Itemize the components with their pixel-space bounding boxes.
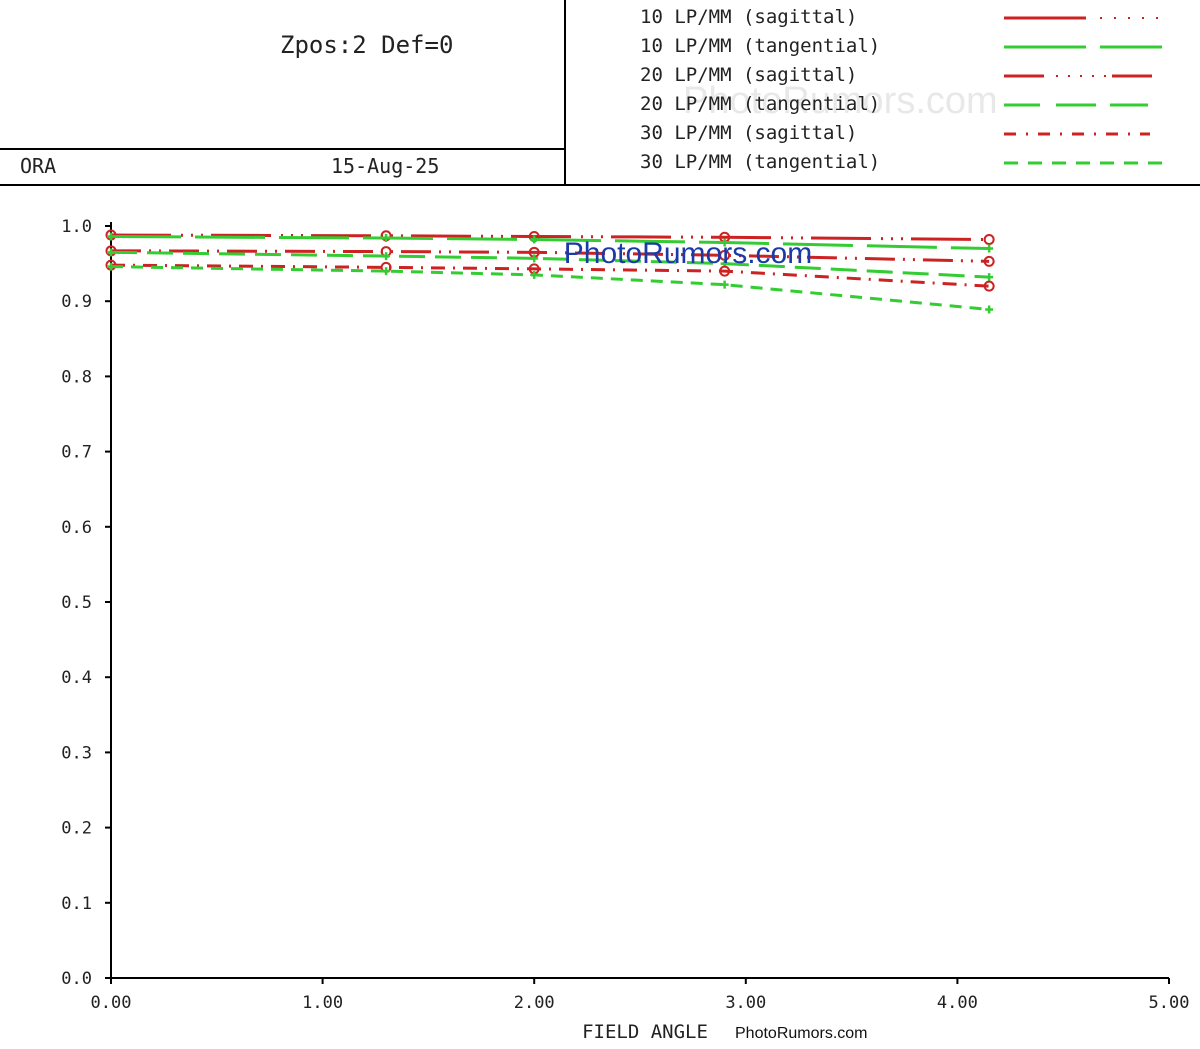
legend-label-20-sagittal: 20 LP/MM (sagittal): [640, 64, 858, 86]
plot-date: 15-Aug-25: [331, 154, 440, 178]
data-point: [382, 267, 391, 276]
chart-axes: 0.0 0.1 0.2 0.3 0.4 0.5 0.6 0.7 0.8 0.9 1.0 0.00 1.0…: [61, 217, 1189, 1013]
data-point: [530, 270, 539, 279]
legend-label-20-tangential: 20 LP/MM (tangential): [640, 93, 881, 115]
data-point: [985, 244, 994, 253]
legend-label-10-tangential: 10 LP/MM (tangential): [640, 35, 881, 57]
data-point: [107, 248, 115, 257]
legend-sample-20-sagittal: [1004, 74, 1152, 78]
chart-series: [105, 229, 995, 314]
lens-name: ORA: [20, 154, 57, 178]
data-point: [530, 254, 539, 263]
data-point: [719, 265, 731, 277]
x-tick-label: 1.00: [302, 993, 343, 1013]
watermark-center: PhotoRumors.com: [564, 237, 812, 270]
y-tick-label: 0.3: [61, 743, 92, 763]
chart-header: Zpos:2 Def=0 ORA 15-Aug-25 PhotoRumors.c…: [0, 0, 1200, 186]
data-point: [985, 305, 994, 314]
y-tick-label: 0.7: [61, 443, 92, 463]
x-tick-label: 0.00: [91, 993, 132, 1013]
data-point: [107, 232, 115, 241]
header-bottom-rule: [0, 184, 1200, 186]
y-tick-label: 0.4: [61, 668, 92, 688]
watermark-axis: PhotoRumors.com: [735, 1025, 868, 1042]
y-tick-label: 0.1: [61, 894, 92, 914]
legend-label-10-sagittal: 10 LP/MM (sagittal): [640, 6, 858, 28]
series-line-4: [110, 250, 990, 279]
data-point: [720, 280, 729, 289]
legend-sample-30-sagittal: [1004, 132, 1150, 136]
x-tick-label: 3.00: [725, 993, 766, 1013]
data-point: [985, 273, 994, 282]
data-point: [382, 252, 391, 261]
legend-label-30-sagittal: 30 LP/MM (sagittal): [640, 122, 858, 144]
data-point: [983, 280, 995, 292]
mtf-chart: 0.0 0.1 0.2 0.3 0.4 0.5 0.6 0.7 0.8 0.9 1.0 0.00 1.0…: [61, 217, 1189, 1043]
plot-title: Zpos:2 Def=0: [280, 31, 454, 59]
data-point: [530, 235, 539, 244]
series-line-5: [110, 263, 990, 288]
x-tick-label: 2.00: [514, 993, 555, 1013]
y-tick-label: 0.0: [61, 969, 92, 989]
y-tick-label: 0.2: [61, 819, 92, 839]
legend-label-30-tangential: 30 LP/MM (tangential): [640, 151, 881, 173]
data-point: [107, 262, 115, 271]
data-point: [720, 238, 729, 247]
legend-sample-30-tangential: [1004, 161, 1162, 165]
x-tick-label: 5.00: [1149, 993, 1190, 1013]
legend-sample-10-sagittal: [1004, 16, 1162, 20]
y-tick-label: 0.9: [61, 292, 92, 312]
header-divider: [0, 148, 566, 150]
x-axis-label: FIELD ANGLE: [582, 1021, 708, 1043]
data-point: [983, 234, 995, 246]
y-tick-label: 0.6: [61, 518, 92, 538]
y-tick-label: 1.0: [61, 217, 92, 237]
legend-sample-20-tangential: [1004, 103, 1148, 107]
series-line-6: [110, 265, 990, 311]
header-separator: [564, 0, 566, 186]
data-point: [382, 234, 391, 243]
watermark-top: PhotoRumors.com: [683, 80, 998, 122]
y-tick-label: 0.8: [61, 367, 92, 387]
legend-sample-10-tangential: [1004, 45, 1162, 49]
x-tick-label: 4.00: [937, 993, 978, 1013]
y-tick-label: 0.5: [61, 593, 92, 613]
data-point: [983, 255, 995, 267]
series-line-3: [110, 249, 990, 263]
